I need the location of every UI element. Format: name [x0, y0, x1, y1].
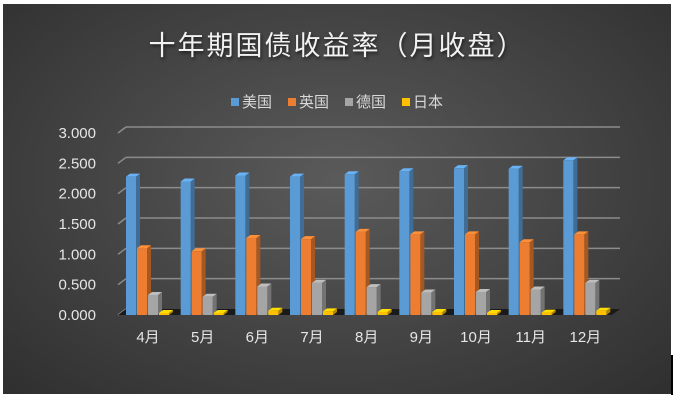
legend-label: 日本 [413, 93, 444, 111]
x-tick-label: 8月 [355, 329, 378, 346]
x-tick-label: 12月 [569, 329, 601, 346]
bar [312, 279, 326, 315]
chart-area: 十年期国债收益率（月收盘） 美国 英国 德国 日本 [3, 4, 671, 394]
y-tick-label: 0.500 [58, 277, 96, 294]
bar [377, 308, 392, 315]
legend-item: 德国 [345, 91, 386, 112]
legend-label: 英国 [298, 93, 329, 111]
bar [202, 293, 217, 315]
x-tick-label: 10月 [460, 329, 492, 346]
gridline-depth [117, 156, 127, 164]
frame-edge [671, 355, 673, 395]
x-tick-label: 4月 [136, 329, 159, 346]
x-tick-label: 9月 [410, 329, 433, 346]
x-tick-label: 7月 [300, 329, 323, 346]
legend-label: 美国 [241, 93, 272, 111]
legend: 美国 英国 德国 日本 [3, 91, 671, 112]
legend-item: 日本 [402, 91, 443, 112]
bar [541, 309, 556, 315]
y-tick-label: 0.000 [58, 307, 96, 324]
x-tick-label: 11月 [515, 329, 546, 346]
bar [596, 307, 611, 315]
bar [159, 310, 173, 315]
y-tick-label: 2.000 [58, 186, 96, 203]
x-tick-label: 5月 [191, 329, 214, 346]
gridline-depth [117, 217, 127, 225]
gridline-depth [117, 187, 127, 195]
bar [366, 284, 381, 315]
bar [432, 308, 447, 315]
bar [530, 286, 545, 315]
bar [323, 308, 337, 315]
y-tick-label: 1.000 [58, 246, 96, 263]
bar [148, 291, 162, 315]
bar [268, 307, 283, 315]
y-tick-label: 1.500 [58, 216, 96, 233]
x-tick-label: 6月 [246, 329, 269, 346]
bar [421, 289, 436, 315]
bar [213, 310, 228, 315]
gridline-depth [117, 278, 127, 286]
bar [476, 288, 490, 315]
legend-swatch-icon [345, 97, 353, 106]
legend-swatch-icon [230, 97, 239, 106]
bar [487, 310, 501, 315]
y-tick-label: 3.000 [58, 125, 96, 142]
legend-item: 英国 [287, 91, 329, 112]
gridline-depth [117, 247, 127, 255]
legend-label: 德国 [356, 93, 387, 111]
gridline-depth [117, 126, 127, 134]
chart-title: 十年期国债收益率（月收盘） [148, 31, 526, 62]
legend-swatch-icon [402, 97, 411, 106]
y-tick-label: 2.500 [58, 155, 96, 172]
legend-swatch-icon [287, 97, 296, 106]
bar [257, 283, 272, 315]
legend-item: 美国 [230, 91, 272, 112]
bar [585, 279, 600, 315]
